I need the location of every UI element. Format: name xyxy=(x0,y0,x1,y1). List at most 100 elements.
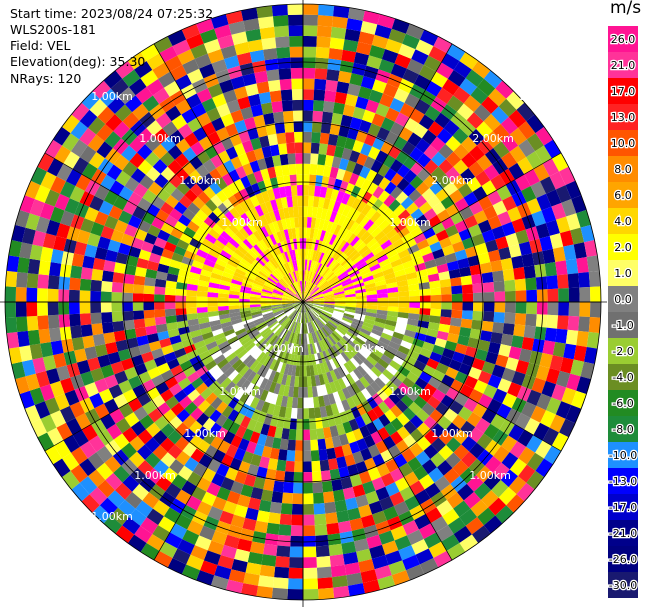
ppi-gate xyxy=(266,278,277,287)
ppi-gate xyxy=(315,46,330,59)
ppi-gate xyxy=(141,240,154,253)
ppi-gate xyxy=(37,315,49,330)
ppi-gate xyxy=(352,318,364,325)
ppi-gate xyxy=(220,249,232,260)
ppi-gate xyxy=(295,311,300,323)
ppi-gate xyxy=(419,308,431,316)
ppi-gate xyxy=(229,255,241,265)
ppi-gate xyxy=(342,104,356,117)
ppi-gate xyxy=(378,219,391,231)
ppi-gate xyxy=(234,268,247,277)
ppi-gate xyxy=(240,336,252,346)
ppi-gate xyxy=(118,379,133,394)
ppi-gate xyxy=(217,389,230,402)
ppi-gate xyxy=(393,501,410,516)
ppi-gate xyxy=(296,354,301,366)
ppi-gate xyxy=(371,555,389,570)
ppi-gate xyxy=(555,185,572,203)
ppi-gate xyxy=(146,260,160,272)
ppi-gate xyxy=(404,495,421,511)
ppi-gate xyxy=(312,305,323,311)
ppi-gate xyxy=(266,403,276,416)
ppi-gate xyxy=(299,323,302,334)
ppi-gate xyxy=(104,131,122,148)
ppi-gate xyxy=(488,88,507,107)
ppi-gate xyxy=(268,370,277,382)
ppi-gate xyxy=(308,195,315,207)
ppi-gate xyxy=(535,276,548,290)
ppi-gate xyxy=(400,340,413,350)
ppi-gate xyxy=(217,293,229,299)
ppi-gate xyxy=(230,514,246,529)
ppi-gate xyxy=(401,360,414,372)
ppi-gate xyxy=(24,180,41,200)
ppi-gate xyxy=(197,312,209,319)
ppi-gate xyxy=(334,499,348,513)
ppi-gate xyxy=(245,185,256,198)
ppi-gate xyxy=(250,306,261,311)
ppi-gate xyxy=(160,166,176,181)
ppi-gate xyxy=(265,332,275,342)
ppi-gate xyxy=(97,354,111,368)
ppi-gate xyxy=(242,354,254,366)
ppi-gate xyxy=(223,226,236,238)
ppi-gate xyxy=(372,418,385,432)
ppi-gate xyxy=(382,368,394,381)
ppi-gate xyxy=(312,228,319,240)
ppi-gate xyxy=(371,113,386,127)
ppi-gate xyxy=(311,272,318,284)
ppi-gate xyxy=(366,534,382,549)
ppi-gate xyxy=(436,263,449,274)
ppi-gate xyxy=(32,230,46,247)
ppi-gate xyxy=(409,147,424,162)
ppi-gate xyxy=(526,114,545,134)
ppi-gate xyxy=(37,274,49,289)
ppi-gate xyxy=(280,503,293,515)
ppi-gate xyxy=(427,321,440,331)
ppi-gate xyxy=(293,121,303,132)
ppi-gate xyxy=(475,242,489,256)
ppi-gate xyxy=(345,246,356,257)
colorbar-segment xyxy=(608,182,638,209)
ppi-gate xyxy=(227,182,240,195)
ppi-gate xyxy=(358,559,375,573)
ppi-gate xyxy=(401,141,416,156)
ppi-gate xyxy=(561,199,577,217)
ppi-gate xyxy=(170,188,185,202)
ppi-gate xyxy=(408,283,420,291)
ppi-gate xyxy=(334,266,345,276)
ppi-gate xyxy=(360,412,373,426)
ppi-gate xyxy=(297,206,303,217)
ppi-gate xyxy=(58,314,71,328)
ppi-gate xyxy=(227,524,243,539)
ppi-gate xyxy=(182,414,197,429)
ppi-gate xyxy=(241,7,259,21)
ppi-gate xyxy=(241,282,253,289)
ppi-gate xyxy=(167,29,187,46)
ppi-gate xyxy=(177,49,195,65)
ppi-gate xyxy=(244,197,255,210)
ppi-gate xyxy=(258,16,275,29)
ppi-gate xyxy=(281,428,290,440)
ppi-gate xyxy=(287,364,294,376)
ppi-gate xyxy=(385,550,403,566)
ppi-gate xyxy=(79,441,97,459)
ppi-gate xyxy=(117,86,136,105)
ppi-gate xyxy=(533,422,550,441)
ppi-gate xyxy=(415,450,431,466)
ppi-gate xyxy=(275,284,286,292)
ppi-gate xyxy=(292,298,303,302)
ppi-gate xyxy=(396,426,411,440)
ppi-gate xyxy=(145,268,158,279)
ppi-gate xyxy=(250,453,262,467)
ppi-gate xyxy=(167,266,180,276)
ppi-gate xyxy=(90,302,102,314)
ppi-gate xyxy=(349,116,363,130)
ppi-gate xyxy=(219,279,232,287)
ppi-gate xyxy=(54,440,71,459)
ppi-gate xyxy=(312,273,319,284)
ppi-gate xyxy=(59,263,72,278)
ppi-gate xyxy=(380,332,393,341)
ppi-gate xyxy=(442,78,460,96)
ppi-gate xyxy=(21,359,36,377)
